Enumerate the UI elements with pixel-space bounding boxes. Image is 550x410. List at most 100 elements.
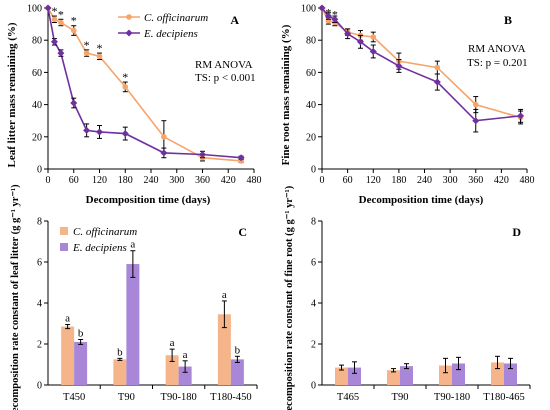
panel-a-xtick-label: 120: [92, 175, 107, 186]
panel-a-xlabel: Decomposition time (days): [86, 194, 211, 206]
panel-b-point: [370, 34, 377, 40]
panel-c-bar: [230, 359, 244, 385]
panel-c-bar: [165, 355, 179, 385]
panel-a-ylabel: Leaf litter mass remaining (%): [6, 22, 18, 167]
panel-d-category-label: T90-180: [434, 392, 470, 403]
panel-c-leaf-rate-constant: C Decomposition rate constant of leaf li…: [10, 184, 258, 410]
panel-a-xtick-label: 420: [221, 175, 236, 186]
panel-d-ylabel: Decomposition rate constant of fine root…: [284, 185, 295, 410]
panel-c-ytick-label: 0: [37, 381, 42, 392]
panel-b-ytick-label: 40: [306, 100, 316, 111]
panel-c-category-label: T90: [118, 392, 135, 403]
panel-a-xtick-label: 300: [169, 175, 184, 186]
panel-a-point: [51, 16, 58, 23]
legend-marker-e-decipiens: [125, 29, 133, 37]
panel-d-ytick-label: 8: [311, 217, 316, 228]
legend-marker-c-officinarum: [126, 14, 132, 20]
panel-c-ytick-label: 2: [37, 340, 42, 351]
panel-a-significance-star: *: [97, 41, 103, 55]
panel-c-significance-letter: b: [235, 344, 241, 356]
panel-a-xtick-label: 240: [144, 175, 159, 186]
panel-a-series-line-0: [47, 7, 242, 162]
panel-d-ytick-label: 0: [311, 381, 316, 392]
panel-c-letter: C: [238, 225, 247, 239]
panel-a-leaf-litter-mass: A Leaf litter mass remaining (%) Decompo…: [6, 4, 262, 207]
panel-b-point: [472, 117, 480, 125]
legend-swatch-e-decipiens: [60, 243, 68, 251]
panel-b-letter: B: [504, 13, 512, 27]
panel-a-ytick-label: 100: [27, 4, 42, 15]
panel-c-category-label: T180-450: [210, 392, 251, 403]
panel-d-bar: [504, 363, 517, 385]
panel-a-xtick-label: 0: [46, 175, 51, 186]
panel-b-point: [433, 78, 441, 86]
panel-d-bar: [400, 366, 413, 385]
panel-d-letter: D: [512, 225, 521, 239]
panel-b-annotation-2: TS: p = 0.201: [467, 57, 528, 69]
panel-d-category-label: T465: [337, 392, 359, 403]
panel-a-point: [83, 50, 90, 56]
panel-b-ytick-label: 60: [306, 68, 316, 79]
panel-b-fine-root-mass: B Fine root mass remaining (%) Decomposi…: [280, 4, 535, 207]
panel-d-category-label: T180-465: [483, 392, 524, 403]
panel-a-ytick-label: 40: [32, 100, 42, 111]
panel-c-bar: [217, 314, 231, 385]
panel-b-point: [318, 4, 326, 12]
panel-c-bar: [61, 326, 75, 385]
panel-c-ytick-label: 6: [37, 258, 42, 269]
panel-a-significance-star: *: [122, 70, 128, 84]
panel-b-xtick-label: 300: [443, 175, 458, 186]
panel-c-bar: [74, 341, 88, 385]
panel-b-xtick-label: 240: [417, 175, 432, 186]
panel-a-point: [237, 154, 245, 162]
panel-a-point: [161, 134, 167, 140]
panel-b-xtick-label: 360: [468, 175, 483, 186]
panel-a-point: [96, 53, 103, 60]
panel-b-significance-star: *: [332, 7, 338, 21]
panel-a-significance-star: *: [58, 7, 64, 21]
panel-b-xtick-label: 180: [391, 175, 406, 186]
panel-b-significance-star: *: [325, 6, 331, 20]
panel-d-axes: [321, 221, 530, 386]
panel-b-series-line-1: [321, 7, 521, 122]
panel-a-point: [70, 99, 78, 107]
panel-c-significance-letter: a: [222, 289, 227, 301]
panel-b-point: [331, 15, 339, 23]
legend-label-c-officinarum: C. officinarum: [144, 12, 208, 24]
panel-c-significance-letter: b: [78, 327, 84, 339]
panel-c-category-label: T90-180: [161, 392, 197, 403]
panel-b-point: [517, 112, 525, 120]
panel-a-point: [96, 128, 103, 136]
legend-label-e-decipiens: E. decipiens: [143, 28, 198, 40]
panel-d-ytick-label: 6: [311, 258, 316, 269]
panel-c-significance-letter: a: [130, 239, 135, 251]
panel-c-significance-letter: a: [65, 313, 70, 325]
panel-d-ytick-label: 4: [311, 299, 316, 310]
panel-b-point: [472, 101, 479, 108]
panel-c-bar: [178, 366, 192, 385]
panel-a-point: [122, 84, 129, 90]
panel-b-ytick-label: 20: [306, 132, 316, 143]
panel-d-bar: [452, 363, 465, 385]
panel-d-category-label: T90: [392, 392, 409, 403]
panel-c-significance-letter: a: [183, 349, 188, 361]
panel-a-significance-star: *: [84, 38, 90, 52]
panel-c-significance-letter: a: [170, 337, 175, 349]
panel-a-ytick-label: 20: [32, 132, 42, 143]
panel-d-ytick-label: 2: [311, 340, 316, 351]
panel-a-ytick-label: 80: [32, 36, 42, 47]
panel-b-point: [324, 12, 332, 20]
panel-a-point: [121, 130, 129, 138]
panel-a-significance-star: *: [71, 14, 77, 28]
panel-a-xtick-label: 180: [118, 175, 133, 186]
panel-a-point: [50, 38, 58, 46]
panel-d-bar: [491, 362, 504, 385]
panel-d-bar: [387, 370, 400, 385]
panel-a-significance-star: *: [51, 4, 57, 18]
panel-b-ytick-label: 100: [301, 4, 316, 15]
panel-c-significance-letter: b: [117, 346, 123, 358]
legend-label-c-officinarum-c: C. officinarum: [73, 226, 137, 238]
panel-d-root-rate-constant: D Decomposition rate constant of fine ro…: [284, 185, 531, 410]
panel-b-ytick-label: 0: [311, 165, 316, 176]
